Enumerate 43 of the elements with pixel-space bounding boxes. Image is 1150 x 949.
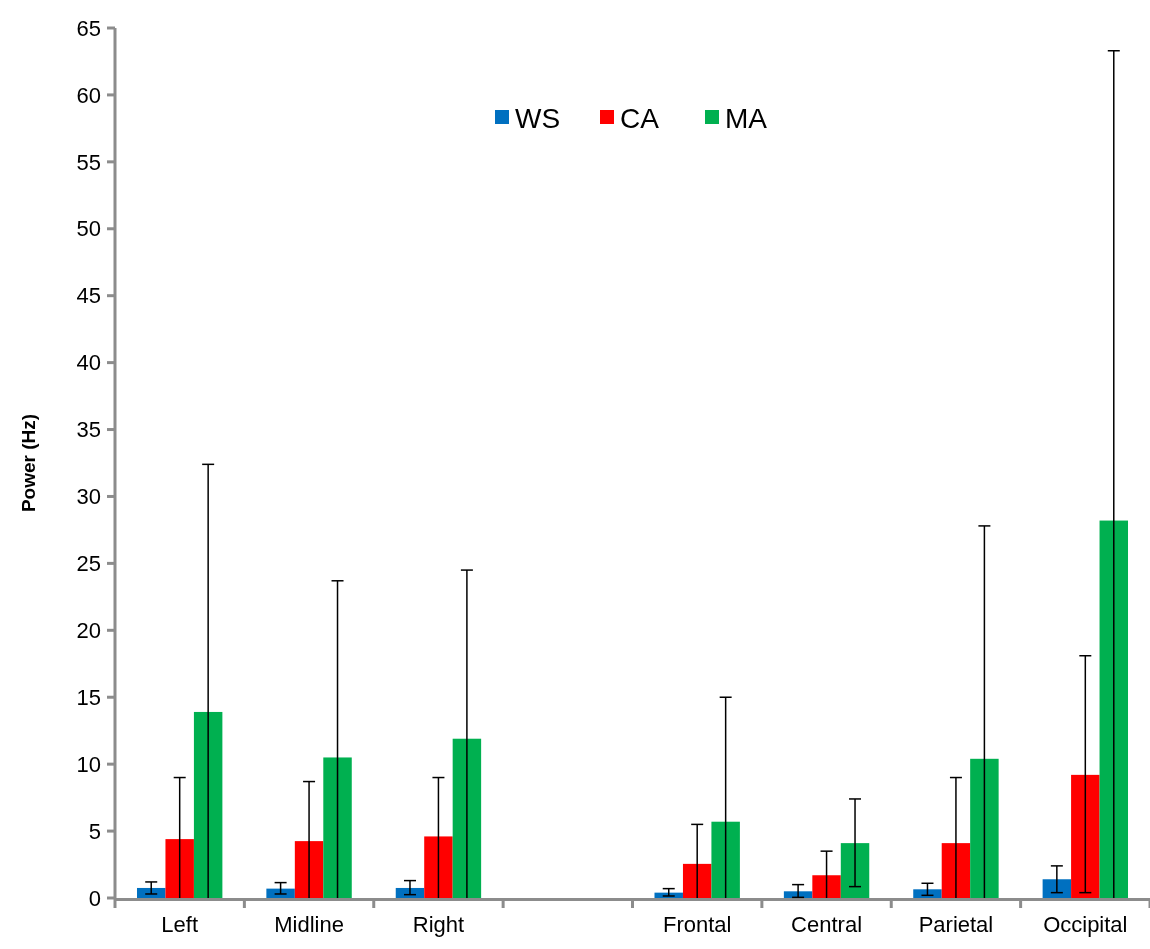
x-tick-label: Midline (274, 912, 344, 937)
bar (941, 843, 971, 898)
legend-label: MA (725, 102, 768, 134)
x-tick-label: Central (791, 912, 863, 937)
x-tick-label: Left (161, 912, 199, 937)
bar (452, 738, 482, 898)
y-tick-label: 10 (76, 751, 101, 777)
legend-label: WS (515, 102, 561, 134)
bar (266, 888, 295, 898)
y-tick-label: 40 (76, 350, 101, 376)
y-tick-label: 55 (76, 149, 101, 175)
bar (1042, 879, 1072, 898)
bar (424, 836, 453, 898)
y-tick-label: 20 (76, 618, 101, 644)
bar (1071, 774, 1100, 898)
y-tick-label: 65 (76, 15, 101, 41)
bar (970, 758, 999, 898)
y-tick-label: 35 (76, 417, 101, 443)
bar (682, 863, 712, 898)
x-tick-label: Frontal (662, 912, 732, 937)
y-tick-label: 60 (76, 82, 101, 108)
y-tick-label: 50 (76, 216, 101, 242)
y-tick-label: 30 (76, 484, 101, 510)
y-tick-label: 0 (88, 885, 101, 911)
y-tick-label: 5 (88, 818, 101, 844)
bar (812, 875, 841, 898)
y-axis-title: Power (Hz) (18, 413, 39, 513)
x-tick-label: Parietal (918, 912, 994, 937)
bar (711, 821, 740, 898)
x-tick-label: Occipital (1043, 912, 1128, 937)
x-tick-label: Right (412, 912, 465, 937)
bar (1099, 520, 1129, 898)
y-tick-label: 15 (76, 684, 101, 710)
bar (913, 889, 942, 898)
y-tick-label: 25 (76, 551, 101, 577)
bar (395, 887, 425, 898)
y-tick-label: 45 (76, 283, 101, 309)
bar (165, 839, 194, 898)
bar (294, 841, 324, 898)
bar (840, 843, 870, 898)
legend-label: CA (620, 102, 660, 134)
bar (323, 757, 352, 898)
bar (193, 711, 223, 898)
